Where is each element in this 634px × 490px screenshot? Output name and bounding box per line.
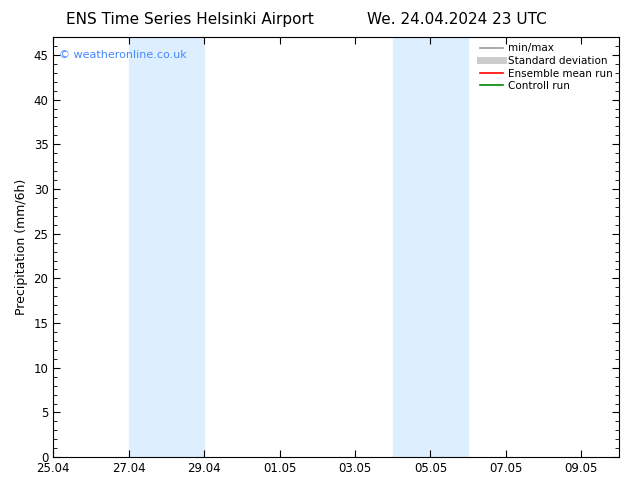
Bar	[129, 37, 204, 457]
Legend: min/max, Standard deviation, Ensemble mean run, Controll run: min/max, Standard deviation, Ensemble me…	[476, 39, 617, 95]
Y-axis label: Precipitation (mm/6h): Precipitation (mm/6h)	[15, 179, 28, 315]
Text: © weatheronline.co.uk: © weatheronline.co.uk	[59, 49, 186, 60]
Bar	[392, 37, 468, 457]
Text: We. 24.04.2024 23 UTC: We. 24.04.2024 23 UTC	[366, 12, 547, 27]
Text: ENS Time Series Helsinki Airport: ENS Time Series Helsinki Airport	[67, 12, 314, 27]
